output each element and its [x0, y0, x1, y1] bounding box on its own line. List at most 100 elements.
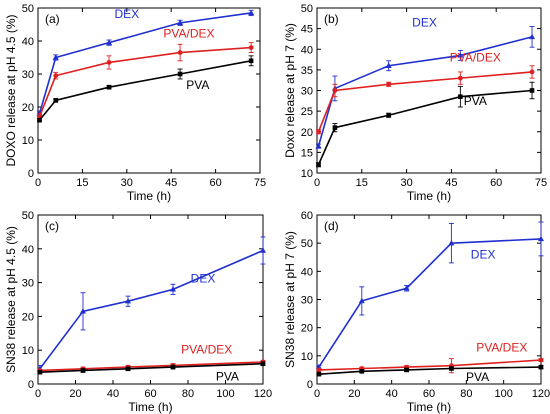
data-point-triangle [260, 247, 266, 253]
x-tick-label: 60 [490, 177, 502, 189]
data-point-circle [106, 60, 112, 65]
plot-frame [37, 7, 261, 174]
x-tick-label: 100 [216, 388, 234, 400]
plot-frame [316, 7, 542, 174]
series-label: DEX [114, 7, 139, 21]
x-axis-title: Time (h) [407, 189, 451, 203]
y-tick-label: 0 [28, 379, 34, 391]
series-pva-dex: PVA/DEX [36, 27, 254, 121]
data-point-triangle [106, 39, 113, 45]
x-tick-label: 80 [182, 388, 194, 400]
x-tick-label: 0 [35, 388, 41, 400]
data-point-square [170, 364, 176, 370]
y-tick-label: 15 [301, 147, 313, 159]
x-axis-title: Time (h) [128, 400, 172, 414]
x-tick-label: 15 [356, 177, 368, 189]
y-tick-label: 50 [22, 210, 34, 222]
data-point-square [458, 94, 463, 99]
data-point-triangle [80, 308, 86, 314]
data-point-circle [316, 129, 321, 135]
y-axis-title: SN38 release at pH 4.5 (%) [4, 226, 18, 373]
data-point-square [177, 71, 183, 77]
series-label: PVA [464, 94, 487, 108]
data-point-square [316, 371, 322, 377]
data-point-circle [316, 367, 322, 373]
data-point-triangle [315, 363, 322, 370]
data-point-triangle [403, 285, 410, 291]
y-tick-label: 30 [301, 86, 313, 98]
y-tick-label: 50 [301, 3, 313, 15]
y-tick-label: 20 [22, 102, 34, 114]
y-axis-title: Doxo release at pH 7 (%) [283, 23, 297, 158]
x-tick-label: 30 [400, 177, 412, 189]
data-point-triangle [125, 297, 131, 304]
y-axis-title: SN38 release at pH 7 (%) [283, 231, 297, 368]
x-tick-label: 20 [69, 388, 81, 400]
data-point-square [332, 125, 338, 130]
series-dex: DEX [36, 7, 255, 117]
x-tick-label: 60 [209, 177, 221, 189]
series-label: DEX [191, 272, 216, 286]
series-label: DEX [412, 16, 437, 30]
data-point-square [359, 369, 365, 374]
data-point-triangle [358, 297, 365, 304]
y-tick-label: 30 [301, 295, 313, 307]
x-tick-label: 45 [165, 177, 177, 189]
x-tick-label: 75 [535, 177, 547, 189]
data-point-triangle [385, 62, 392, 68]
y-tick-label: 50 [301, 238, 313, 250]
y-tick-label: 10 [22, 135, 34, 147]
data-point-square [80, 368, 86, 373]
data-point-square [260, 361, 266, 367]
series-label: PVA [216, 370, 239, 384]
y-tick-label: 0 [307, 379, 313, 391]
series-label: PVA/DEX [476, 341, 527, 355]
y-tick-label: 40 [301, 266, 313, 278]
panel-1: 0 15 30 45 60 75 0 10 20 30 40 50 Time (h) DOXO relea… [4, 3, 266, 203]
panel-label: (c) [45, 219, 59, 233]
data-point-triangle [248, 9, 255, 16]
data-point-square [538, 364, 544, 370]
series-pva: PVA [315, 81, 535, 168]
panel-label: (d) [324, 219, 339, 233]
x-axis-title: Time (h) [127, 189, 171, 203]
data-point-square [386, 112, 391, 118]
series-line [38, 60, 252, 121]
data-point-square [37, 117, 42, 123]
data-point-triangle [529, 33, 536, 40]
data-point-triangle [448, 239, 455, 246]
series-pva-dex: PVA/DEX [315, 51, 535, 135]
y-tick-label: 20 [301, 127, 313, 139]
series-label: PVA/DEX [181, 343, 232, 357]
x-tick-label: 20 [348, 388, 360, 400]
data-point-triangle [457, 52, 464, 58]
data-point-circle [529, 69, 535, 75]
series-line [317, 71, 533, 133]
data-point-triangle [52, 54, 59, 60]
data-point-square [316, 162, 321, 168]
x-tick-label: 45 [445, 177, 457, 189]
x-tick-label: 100 [494, 388, 512, 400]
y-axis-title: DOXO release at pH 4.5 (%) [4, 14, 18, 166]
series-label: PVA/DEX [450, 51, 501, 65]
series-label: DEX [471, 248, 496, 262]
series-pva: PVA [316, 364, 544, 384]
y-tick-label: 40 [22, 36, 34, 48]
data-point-square [449, 366, 454, 371]
y-tick-label: 30 [22, 278, 34, 290]
y-tick-label: 10 [22, 345, 34, 357]
data-point-square [248, 58, 254, 64]
series-label: PVA/DEX [163, 27, 214, 41]
y-tick-label: 40 [301, 44, 313, 56]
x-tick-label: 0 [314, 177, 320, 189]
y-tick-label: 20 [22, 311, 34, 323]
series-pva: PVA [36, 55, 254, 123]
data-point-triangle [177, 19, 184, 26]
x-tick-label: 120 [532, 388, 550, 400]
x-tick-label: 120 [254, 388, 272, 400]
data-point-circle [386, 81, 392, 87]
x-tick-label: 0 [314, 388, 320, 400]
series-dex: DEX [315, 221, 544, 370]
data-point-square [529, 88, 535, 93]
